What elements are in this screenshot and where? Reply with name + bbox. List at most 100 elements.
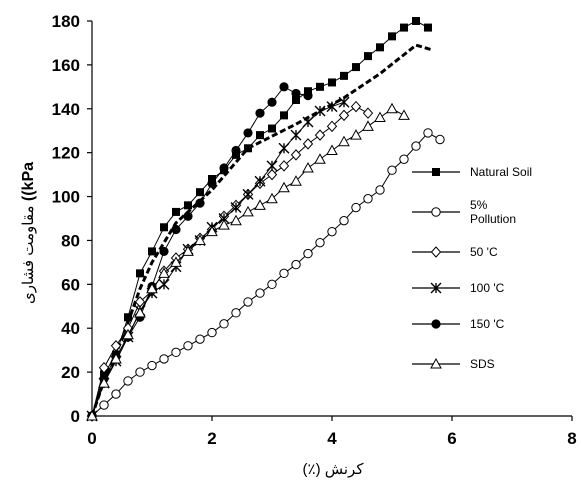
data-point: [400, 23, 408, 32]
x-tick-label: 8: [567, 429, 576, 448]
series-150-c: [87, 82, 313, 421]
series-line: [91, 105, 369, 417]
marker-dot: [171, 224, 181, 235]
data-point: [243, 128, 253, 138]
marker-triangle: [170, 256, 182, 267]
series-line: [91, 20, 429, 417]
marker-square: [124, 313, 132, 322]
marker-square: [268, 124, 276, 133]
data-point: [86, 409, 98, 421]
data-point: [254, 199, 266, 210]
data-point: [278, 142, 290, 154]
marker-triangle: [218, 219, 230, 230]
marker-square: [364, 52, 372, 61]
marker-dot: [431, 319, 441, 329]
data-point: [98, 377, 110, 388]
data-point: [172, 207, 180, 216]
data-point: [375, 185, 385, 195]
marker-dot: [291, 88, 301, 99]
marker-dot: [159, 246, 169, 257]
axes-layer: 0 20 40 60 80 100 120 140 160 180 0 2 4 6 8: [52, 12, 577, 448]
data-point: [183, 211, 193, 221]
marker-triangle: [182, 245, 194, 256]
data-point: [374, 111, 386, 123]
data-point: [326, 120, 338, 133]
data-point: [242, 188, 254, 200]
x-tick-label: 2: [207, 429, 216, 448]
data-point: [291, 88, 301, 99]
axis-titles: کرنش (٪) kPa)) مقاومت فشاری: [20, 162, 364, 478]
marker-circle: [327, 226, 337, 237]
marker-dot: [303, 91, 313, 101]
x-tick-label: 0: [87, 429, 96, 448]
y-tick-label: 80: [61, 231, 80, 250]
marker-triangle: [266, 192, 278, 204]
data-point: [431, 207, 441, 217]
data-point: [110, 352, 122, 364]
marker-triangle: [290, 175, 302, 186]
marker-circle: [147, 360, 157, 371]
data-point: [266, 160, 278, 172]
legend-label: 150 'C: [470, 317, 505, 331]
series-sds: [86, 102, 410, 421]
marker-triangle: [326, 144, 338, 155]
data-point: [314, 105, 326, 117]
marker-dot: [183, 211, 193, 221]
data-point: [207, 178, 217, 188]
data-point: [278, 160, 290, 172]
data-point: [242, 205, 254, 217]
data-point: [338, 109, 350, 122]
marker-circle: [363, 194, 373, 204]
legend-label: Pollution: [470, 212, 516, 226]
marker-diamond: [430, 246, 442, 258]
marker-square: [136, 269, 144, 278]
data-point: [207, 327, 217, 338]
marker-triangle: [146, 282, 158, 294]
data-point: [230, 202, 242, 214]
data-point: [364, 52, 372, 61]
marker-circle: [159, 354, 169, 364]
data-point: [398, 109, 410, 120]
data-point: [268, 124, 276, 133]
data-point: [303, 91, 313, 101]
legend-item: SDS: [412, 357, 495, 371]
data-point: [147, 360, 157, 371]
data-point: [244, 144, 252, 153]
data-point: [256, 131, 264, 140]
legend-item: Natural Soil: [412, 165, 532, 179]
data-point: [328, 78, 336, 87]
marker-dot: [207, 178, 217, 188]
data-point: [171, 224, 181, 235]
data-point: [206, 225, 218, 237]
marker-circle: [123, 376, 133, 386]
data-point: [266, 168, 278, 181]
marker-diamond: [338, 109, 350, 122]
marker-circle: [279, 268, 289, 279]
marker-square: [400, 23, 408, 32]
marker-circle: [399, 154, 409, 164]
marker-triangle: [86, 409, 98, 421]
data-point: [292, 96, 300, 104]
data-point: [290, 129, 302, 141]
marker-circle: [135, 367, 145, 377]
data-point: [255, 108, 265, 118]
data-point: [122, 328, 134, 340]
y-tick-label: 140: [52, 100, 80, 119]
marker-triangle: [206, 225, 218, 237]
x-tick-label: 4: [327, 429, 337, 448]
marker-triangle: [158, 267, 170, 278]
data-point: [302, 116, 314, 128]
data-point: [231, 308, 241, 318]
data-point: [280, 111, 288, 120]
marker-triangle: [98, 377, 110, 388]
data-point: [314, 129, 326, 141]
data-point: [290, 175, 302, 186]
y-tick-label: 20: [61, 363, 80, 382]
marker-diamond: [266, 168, 278, 181]
data-point: [148, 247, 156, 256]
data-point: [124, 313, 132, 322]
data-point: [231, 145, 241, 156]
y-axis-title-unit: kPa)): [20, 162, 37, 206]
data-point: [424, 23, 432, 32]
marker-square: [160, 223, 168, 232]
